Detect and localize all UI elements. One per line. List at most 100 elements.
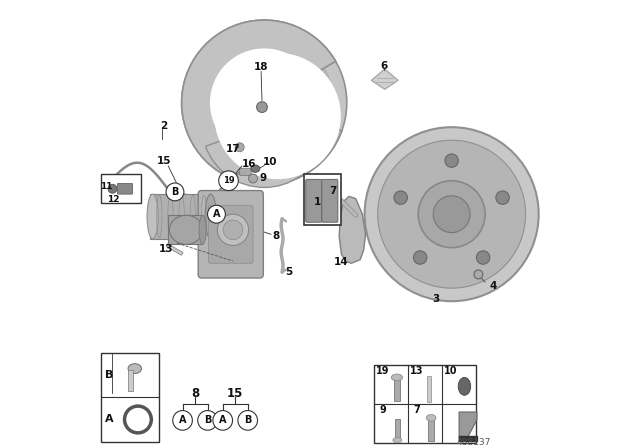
Circle shape — [413, 251, 427, 264]
Ellipse shape — [391, 374, 403, 381]
Circle shape — [418, 181, 485, 248]
Circle shape — [108, 185, 120, 196]
Circle shape — [365, 127, 539, 301]
Circle shape — [238, 410, 257, 430]
Text: 10: 10 — [263, 156, 277, 167]
Text: 19: 19 — [223, 176, 234, 185]
Ellipse shape — [128, 364, 141, 374]
Ellipse shape — [426, 414, 436, 421]
Circle shape — [125, 406, 151, 433]
Text: 7: 7 — [329, 186, 336, 196]
Circle shape — [378, 140, 525, 288]
Text: A: A — [179, 415, 186, 426]
Text: A: A — [105, 414, 114, 425]
Text: 11: 11 — [100, 182, 113, 191]
Ellipse shape — [147, 194, 158, 239]
Text: 17: 17 — [226, 145, 240, 155]
Text: 18: 18 — [254, 62, 268, 72]
Circle shape — [394, 191, 408, 204]
Text: B: B — [105, 370, 113, 380]
Bar — [168, 215, 202, 244]
Circle shape — [211, 49, 318, 156]
Text: 13: 13 — [159, 244, 173, 254]
Circle shape — [236, 143, 244, 152]
FancyBboxPatch shape — [306, 179, 322, 222]
Circle shape — [218, 214, 248, 246]
Circle shape — [248, 174, 257, 183]
Bar — [394, 379, 399, 401]
Bar — [305, 174, 341, 225]
Circle shape — [219, 171, 238, 190]
Circle shape — [215, 54, 340, 178]
Ellipse shape — [199, 215, 206, 244]
Circle shape — [223, 220, 243, 240]
Circle shape — [224, 85, 305, 165]
Polygon shape — [459, 435, 477, 441]
Text: 8: 8 — [273, 231, 280, 241]
Text: 5: 5 — [285, 267, 292, 277]
Ellipse shape — [205, 194, 216, 239]
Text: 8: 8 — [191, 387, 199, 400]
Wedge shape — [205, 125, 323, 187]
Ellipse shape — [170, 215, 203, 244]
Text: B: B — [172, 187, 179, 197]
Circle shape — [257, 102, 268, 112]
Bar — [101, 174, 141, 203]
Circle shape — [433, 196, 470, 233]
Circle shape — [207, 205, 225, 223]
FancyBboxPatch shape — [198, 190, 263, 278]
Text: 9: 9 — [259, 172, 266, 183]
Text: 6: 6 — [380, 60, 387, 71]
FancyBboxPatch shape — [239, 168, 252, 175]
Ellipse shape — [393, 437, 402, 443]
Text: 15: 15 — [157, 155, 171, 166]
Circle shape — [182, 20, 347, 185]
Circle shape — [445, 154, 458, 168]
FancyBboxPatch shape — [117, 183, 132, 194]
FancyBboxPatch shape — [322, 179, 338, 222]
Text: 3: 3 — [433, 294, 440, 304]
Text: 10: 10 — [444, 366, 458, 376]
Bar — [428, 419, 434, 441]
Ellipse shape — [458, 377, 470, 395]
Text: 13: 13 — [410, 366, 424, 376]
Text: B: B — [244, 415, 252, 426]
Text: 488137: 488137 — [457, 438, 491, 447]
Ellipse shape — [153, 194, 211, 239]
Bar — [150, 194, 209, 239]
Polygon shape — [339, 196, 365, 263]
Bar — [101, 353, 159, 442]
Circle shape — [496, 191, 509, 204]
Text: A: A — [212, 209, 220, 219]
Circle shape — [198, 410, 218, 430]
Text: 16: 16 — [241, 159, 256, 169]
Wedge shape — [182, 20, 342, 185]
Circle shape — [166, 183, 184, 201]
Text: A: A — [219, 415, 227, 426]
Circle shape — [173, 410, 193, 430]
Circle shape — [476, 251, 490, 264]
Circle shape — [215, 54, 331, 170]
Circle shape — [108, 184, 117, 193]
Bar — [166, 244, 183, 255]
Bar — [395, 419, 399, 440]
Bar — [427, 376, 431, 402]
Circle shape — [474, 270, 483, 279]
Bar — [374, 365, 476, 443]
Text: 2: 2 — [160, 121, 168, 131]
Polygon shape — [459, 412, 477, 441]
Text: 1: 1 — [314, 197, 321, 207]
Text: 7: 7 — [413, 405, 420, 415]
Circle shape — [213, 410, 232, 430]
Text: 9: 9 — [380, 405, 386, 415]
Text: B: B — [204, 415, 211, 426]
Text: 19: 19 — [376, 366, 389, 376]
Text: 15: 15 — [227, 387, 243, 400]
Circle shape — [195, 34, 333, 172]
Polygon shape — [371, 69, 398, 89]
FancyBboxPatch shape — [209, 205, 253, 263]
Text: 4: 4 — [490, 280, 497, 291]
Bar — [128, 370, 132, 391]
Text: 12: 12 — [107, 195, 120, 204]
Text: 14: 14 — [334, 257, 349, 267]
